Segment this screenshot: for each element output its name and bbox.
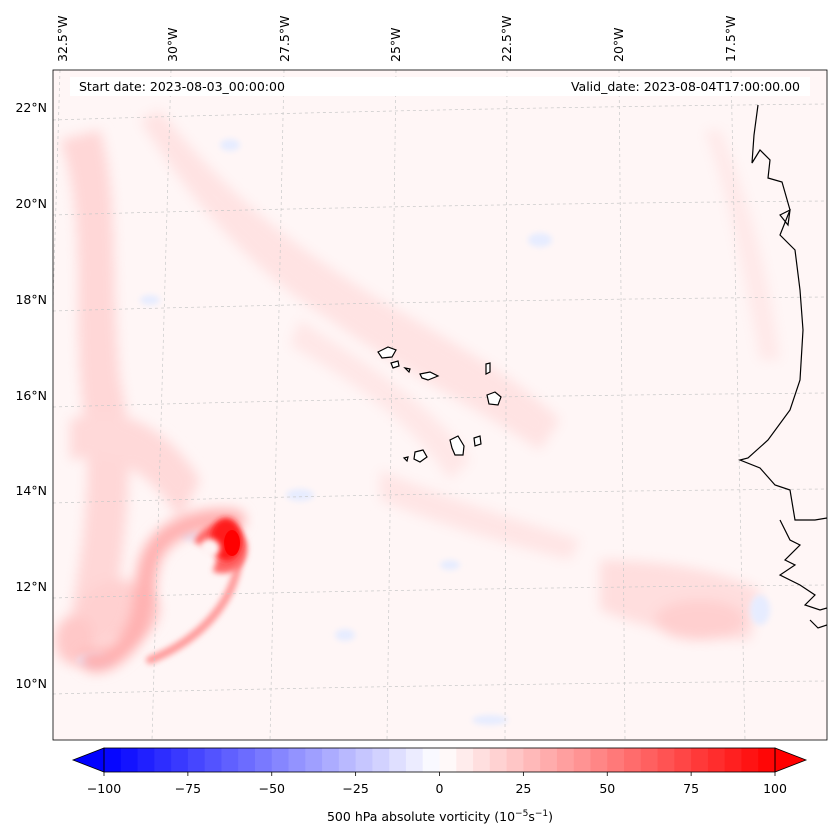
- lat-label: 16°N: [15, 388, 47, 403]
- lat-label: 18°N: [15, 292, 47, 307]
- colorbar-cell: [204, 748, 223, 772]
- map-background: [53, 70, 827, 740]
- colorbar-cell: [254, 748, 273, 772]
- colorbar-cell: [187, 748, 206, 772]
- lon-label: 25°W: [388, 27, 403, 62]
- lat-label: 14°N: [15, 483, 47, 498]
- cabo-verde-islands: [377, 346, 502, 463]
- cyclone-vortex: [80, 509, 248, 672]
- colorbar-cell: [271, 748, 290, 772]
- colorbar-cell: [523, 748, 541, 772]
- colorbar-cell: [305, 748, 323, 772]
- colorbar-cell: [439, 748, 457, 772]
- colorbar-cell: [473, 748, 491, 772]
- colorbar-cell: [372, 748, 390, 772]
- gridlines: [53, 70, 827, 740]
- colorbar-tick-label: 0: [436, 781, 444, 796]
- colorbar-cell: [758, 748, 776, 772]
- lat-label: 20°N: [15, 196, 47, 211]
- lon-label: 32.5°W: [55, 16, 70, 62]
- colorbar-label: 500 hPa absolute vorticity (10−5s−1): [327, 809, 553, 824]
- lat-label: 22°N: [15, 100, 47, 115]
- vorticity-map: [53, 70, 827, 740]
- colorbar-cell: [221, 748, 239, 772]
- valid-date-label: Valid_date: 2023-08-04T17:00:00.00: [571, 79, 800, 94]
- colorbar-cell: [607, 748, 625, 772]
- colorbar-cell: [137, 748, 155, 772]
- colorbar-cell: [657, 748, 675, 772]
- colorbar-cell: [590, 748, 608, 772]
- colorbar: −100 −75 −50 −25 0 25 50 75 100 500 hPa …: [71, 747, 808, 824]
- colorbar-cell: [288, 748, 306, 772]
- colorbar-cell: [422, 748, 441, 772]
- map-frame: [52, 69, 828, 741]
- colorbar-tick-label: −50: [259, 781, 285, 796]
- colorbar-tick-label: 75: [683, 781, 699, 796]
- colorbar-cell: [171, 748, 189, 772]
- colorbar-cell: [624, 748, 642, 772]
- colorbar-tick-label: 100: [763, 781, 787, 796]
- colorbar-cell: [741, 748, 759, 772]
- colorbar-cell: [405, 748, 424, 772]
- colorbar-tick-label: −75: [175, 781, 201, 796]
- colorbar-cell: [120, 748, 139, 772]
- colorbar-cell: [154, 748, 172, 772]
- colorbar-cell: [573, 748, 592, 772]
- lon-label: 17.5°W: [723, 16, 738, 62]
- lon-label: 27.5°W: [277, 16, 292, 62]
- colorbar-tick-label: 25: [515, 781, 531, 796]
- colorbar-cell: [674, 748, 692, 772]
- colorbar-tick-label: −25: [342, 781, 368, 796]
- colorbar-cell: [355, 748, 374, 772]
- colorbar-cell: [707, 748, 726, 772]
- lat-label: 10°N: [15, 676, 47, 691]
- colorbar-cell: [489, 748, 508, 772]
- colorbar-cell: [389, 748, 407, 772]
- lon-label: 30°W: [165, 27, 180, 62]
- latitude-labels: 22°N 20°N 18°N 16°N 14°N 12°N 10°N: [15, 100, 47, 691]
- start-date-label: Start date: 2023-08-03_00:00:00: [79, 79, 285, 94]
- colorbar-cell: [556, 748, 575, 772]
- colorbar-cell: [724, 748, 743, 772]
- colorbar-extend-max: [774, 747, 808, 773]
- lon-label: 22.5°W: [499, 16, 514, 62]
- coastline: [738, 104, 827, 629]
- lon-label: 20°W: [611, 27, 626, 62]
- colorbar-ticks: −100 −75 −50 −25 0 25 50 75 100: [87, 781, 787, 796]
- colorbar-cell: [104, 748, 122, 772]
- colorbar-tickmarks: [103, 772, 776, 776]
- colorbar-cell: [238, 748, 256, 772]
- colorbar-cell: [691, 748, 709, 772]
- header-box: [70, 77, 810, 96]
- colorbar-cells: [104, 748, 776, 772]
- colorbar-cell: [322, 748, 340, 772]
- colorbar-tick-label: −100: [87, 781, 121, 796]
- colorbar-extend-min: [71, 747, 105, 773]
- colorbar-cell: [338, 748, 357, 772]
- colorbar-cell: [540, 748, 558, 772]
- colorbar-cell: [456, 748, 474, 772]
- longitude-labels: 32.5°W 30°W 27.5°W 25°W 22.5°W 20°W 17.5…: [55, 16, 738, 62]
- colorbar-cell: [506, 748, 524, 772]
- lat-label: 12°N: [15, 579, 47, 594]
- colorbar-tick-label: 50: [599, 781, 615, 796]
- colorbar-cell: [640, 748, 659, 772]
